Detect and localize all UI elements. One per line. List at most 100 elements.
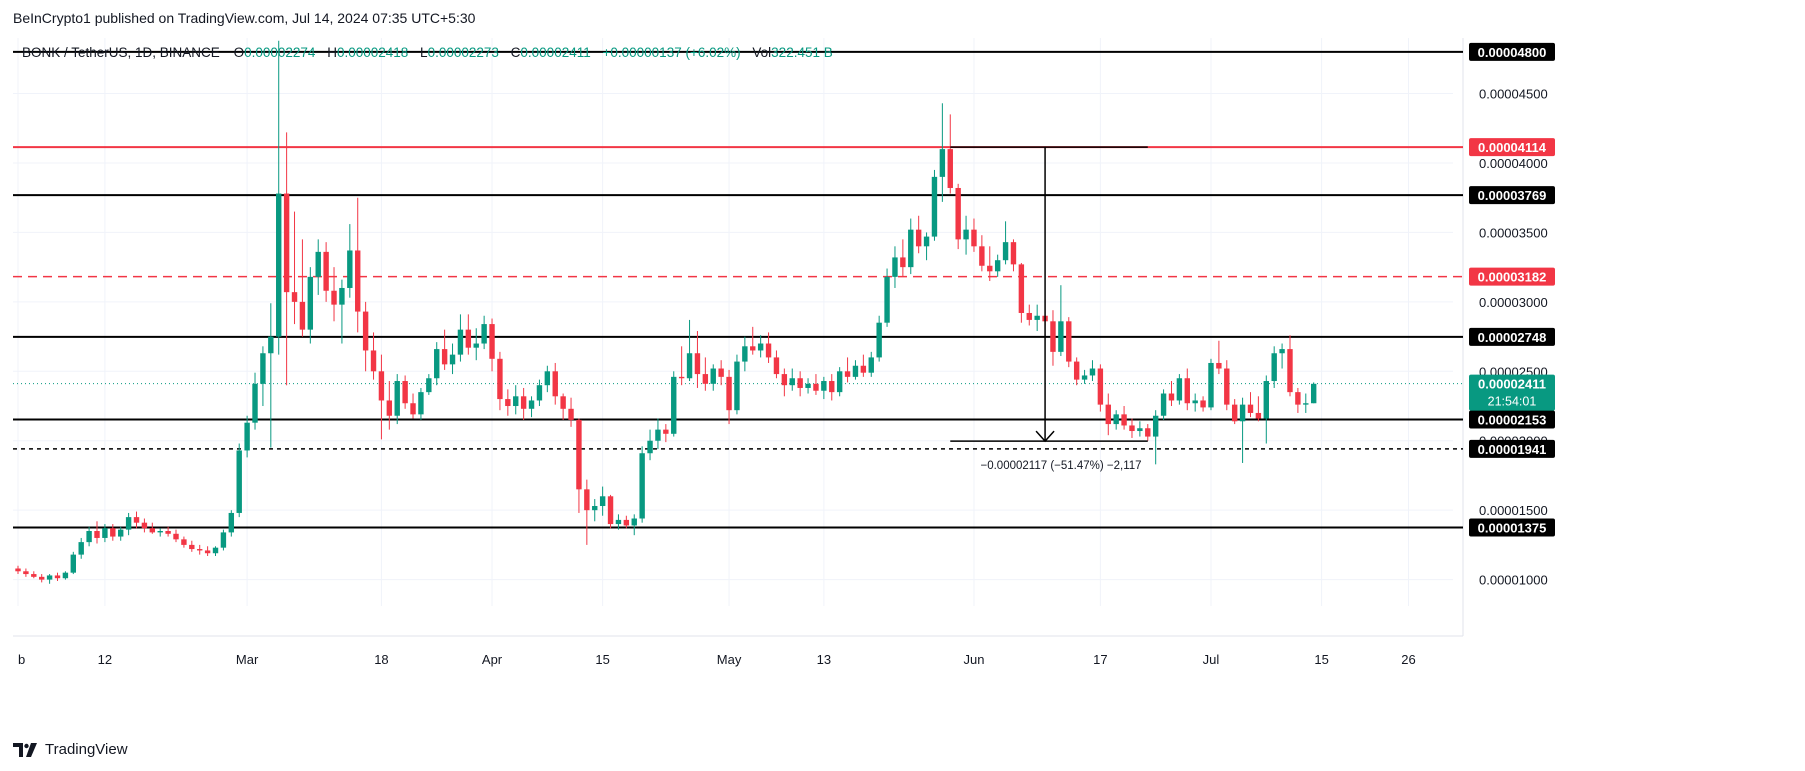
candle-body[interactable]	[592, 506, 598, 511]
candle-body[interactable]	[299, 301, 306, 330]
candle-body[interactable]	[686, 353, 693, 379]
candle-body[interactable]	[1121, 414, 1127, 426]
candle-body[interactable]	[1176, 378, 1183, 401]
candle-body[interactable]	[497, 358, 503, 400]
candle-body[interactable]	[1263, 381, 1269, 419]
candle-body[interactable]	[410, 403, 416, 415]
candle-body[interactable]	[1168, 393, 1175, 401]
candle-body[interactable]	[1002, 242, 1009, 261]
candle-body[interactable]	[157, 531, 163, 533]
candle-body[interactable]	[323, 251, 329, 291]
candle-body[interactable]	[347, 250, 353, 288]
candle-body[interactable]	[702, 374, 709, 384]
candle-body[interactable]	[370, 350, 377, 372]
candle-body[interactable]	[868, 357, 874, 373]
candle-body[interactable]	[1287, 349, 1293, 393]
candle-body[interactable]	[528, 400, 535, 409]
candle-body[interactable]	[54, 575, 61, 579]
candle-body[interactable]	[536, 385, 543, 401]
candle-body[interactable]	[197, 549, 203, 551]
candle-body[interactable]	[1160, 393, 1167, 416]
candle-body[interactable]	[750, 346, 756, 351]
candle-body[interactable]	[1050, 321, 1056, 352]
candle-body[interactable]	[655, 429, 661, 441]
candle-body[interactable]	[520, 396, 527, 409]
candle-body[interactable]	[457, 329, 464, 355]
candle-body[interactable]	[663, 429, 669, 434]
candle-body[interactable]	[1184, 378, 1190, 404]
candle-body[interactable]	[449, 354, 456, 365]
candle-body[interactable]	[1018, 264, 1025, 313]
candle-body[interactable]	[441, 349, 448, 365]
candle-body[interactable]	[844, 371, 851, 377]
candle-body[interactable]	[1247, 404, 1254, 413]
candle-body[interactable]	[1152, 415, 1159, 437]
candle-body[interactable]	[829, 381, 835, 393]
candle-body[interactable]	[465, 329, 472, 348]
candle-body[interactable]	[418, 392, 424, 415]
candle-body[interactable]	[220, 532, 227, 548]
candle-body[interactable]	[315, 251, 321, 277]
candle-body[interactable]	[434, 349, 440, 379]
candle-body[interactable]	[631, 518, 637, 526]
candle-body[interactable]	[46, 575, 53, 580]
candle-body[interactable]	[1137, 428, 1143, 432]
candle-body[interactable]	[473, 343, 479, 348]
candle-body[interactable]	[149, 528, 156, 533]
candle-body[interactable]	[1073, 361, 1080, 380]
candle-body[interactable]	[1097, 368, 1104, 405]
candle-body[interactable]	[742, 346, 748, 362]
candle-body[interactable]	[639, 453, 645, 519]
candle-body[interactable]	[1105, 404, 1111, 425]
symbol-title[interactable]: BONK / TetherUS, 1D, BINANCE	[22, 45, 220, 60]
candle-body[interactable]	[544, 371, 551, 386]
candle-body[interactable]	[1066, 321, 1072, 362]
candle-body[interactable]	[979, 246, 985, 266]
candle-body[interactable]	[710, 368, 716, 384]
candle-body[interactable]	[110, 528, 116, 537]
candle-body[interactable]	[125, 517, 132, 530]
candle-body[interactable]	[1295, 392, 1301, 405]
candle-body[interactable]	[386, 400, 393, 416]
candle-body[interactable]	[39, 576, 45, 580]
candle-body[interactable]	[307, 276, 314, 330]
candle-body[interactable]	[394, 381, 400, 416]
candle-body[interactable]	[1200, 400, 1206, 408]
candle-body[interactable]	[1208, 362, 1214, 408]
candle-body[interactable]	[78, 542, 84, 555]
candle-body[interactable]	[892, 257, 898, 277]
candle-body[interactable]	[189, 544, 195, 550]
candle-body[interactable]	[339, 287, 345, 305]
candle-body[interactable]	[821, 381, 827, 391]
candle-body[interactable]	[228, 512, 235, 533]
candle-body[interactable]	[955, 187, 961, 240]
candle-body[interactable]	[599, 496, 606, 507]
candle-body[interactable]	[94, 531, 100, 538]
candle-body[interactable]	[757, 343, 764, 351]
candle-body[interactable]	[773, 357, 780, 375]
candle-body[interactable]	[252, 383, 258, 423]
candle-body[interactable]	[62, 572, 69, 579]
candle-body[interactable]	[402, 381, 408, 404]
candle-body[interactable]	[568, 408, 574, 420]
candle-body[interactable]	[1089, 368, 1096, 376]
candle-body[interactable]	[852, 365, 859, 377]
candle-body[interactable]	[118, 529, 124, 537]
candle-body[interactable]	[1255, 412, 1262, 419]
candle-body[interactable]	[1239, 404, 1246, 422]
candle-body[interactable]	[426, 378, 432, 393]
candle-body[interactable]	[860, 365, 867, 373]
candle-body[interactable]	[607, 496, 614, 525]
candle-body[interactable]	[726, 376, 732, 411]
candle-body[interactable]	[576, 419, 582, 490]
candle-body[interactable]	[647, 440, 653, 454]
candle-body[interactable]	[915, 229, 922, 247]
candle-body[interactable]	[1145, 428, 1151, 437]
candle-body[interactable]	[276, 193, 282, 337]
candle-body[interactable]	[987, 265, 993, 272]
candle-body[interactable]	[141, 522, 148, 529]
candle-body[interactable]	[378, 371, 385, 401]
candlestick-chart[interactable]: 0.00004500 0.00004000 0.00003500 0.00003000…	[13, 38, 1793, 733]
candle-body[interactable]	[789, 378, 795, 386]
candle-body[interactable]	[102, 528, 108, 538]
